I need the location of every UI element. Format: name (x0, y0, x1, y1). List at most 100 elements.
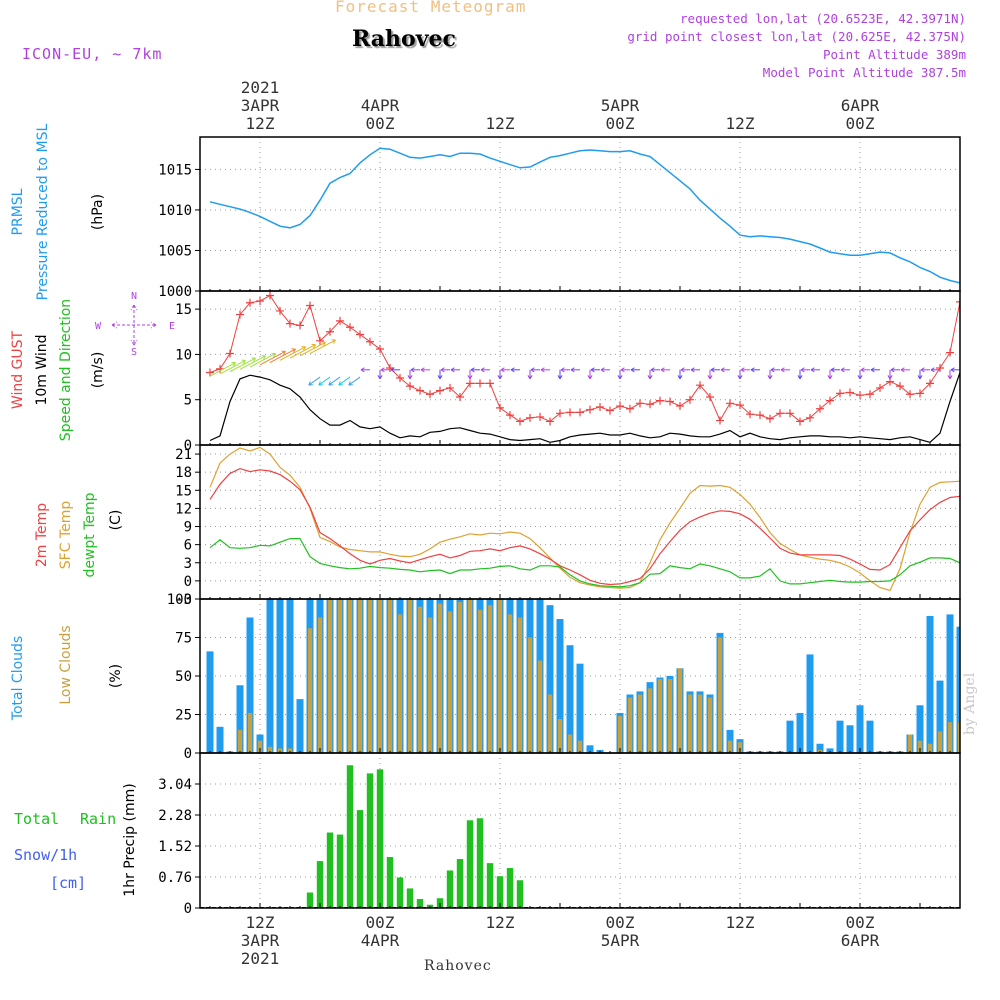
compass-e: E (169, 321, 175, 332)
wind-arrow-head (407, 375, 413, 380)
rain-bar (336, 834, 344, 908)
gust-point (626, 404, 634, 413)
low-cloud-bar (308, 628, 313, 753)
wind-arrow (289, 344, 316, 359)
wind-arrow-head (947, 375, 953, 380)
dewpt-label: dewpt Temp (82, 492, 98, 577)
total-clouds-label: Total Clouds (10, 636, 26, 721)
gust-point (356, 330, 364, 339)
rain-bar (476, 818, 484, 908)
wind-arrow-head (380, 367, 385, 373)
wind-arrow-head (291, 348, 296, 353)
wind-arrow-head (500, 367, 505, 373)
gust-point (316, 336, 324, 345)
prmsl-label: PRMSL (10, 188, 26, 235)
low-cloud-bar (948, 722, 953, 753)
gust-point (246, 298, 254, 307)
gust-point (206, 368, 214, 377)
gust-point (346, 323, 354, 332)
y-tick-label: 3 (184, 556, 192, 572)
gust-point (486, 379, 494, 388)
gust-point (556, 409, 564, 418)
wind-arrow-head (950, 367, 955, 373)
total-cloud-bar (246, 617, 254, 753)
low-cloud-bar (348, 599, 353, 753)
wind-label: 10m Wind (34, 334, 50, 405)
snow-label: Snow/1h (14, 846, 77, 864)
top-time-label: 3APR (241, 96, 280, 115)
gust-point (656, 396, 664, 405)
bottom-time-label: 6APR (841, 931, 880, 950)
product-title: Forecast Meteogram (335, 0, 527, 16)
low-cloud-bar (668, 679, 673, 753)
gust-point (906, 390, 914, 399)
gust-point (586, 405, 594, 414)
low-cloud-bar (248, 712, 253, 753)
low-cloud-bar (478, 609, 483, 753)
sfc-temp-line (209, 446, 960, 592)
wind-arrow-head (410, 367, 415, 373)
y-tick-label: 9 (184, 520, 192, 536)
rain-bar (456, 859, 464, 908)
low-cloud-bar (358, 599, 363, 753)
wind-arrow-head (750, 367, 755, 373)
low-cloud-bar (318, 617, 323, 753)
gust-point (686, 395, 694, 404)
total-cloud-bar (946, 614, 954, 753)
total-cloud-bar (296, 699, 304, 753)
y-tick-label: 12 (175, 501, 192, 517)
gust-point (876, 383, 884, 392)
low-cloud-bar (488, 605, 493, 753)
wind-arrow-head (767, 375, 773, 380)
panel-3-grid (200, 445, 960, 599)
wind-arrow-head (348, 381, 353, 386)
wind-arrow-head (420, 367, 425, 373)
gust-point (896, 382, 904, 391)
low-cloud-bar (958, 722, 960, 753)
wind-line (209, 372, 960, 443)
y-tick-label: 1015 (158, 162, 192, 178)
precip-axis-label: 1hr Precip (mm) (122, 783, 138, 896)
bottom-time-label: 5APR (601, 931, 640, 950)
gust-point (336, 316, 344, 325)
wind-arrow-head (870, 367, 875, 373)
wind-arrow-head (587, 375, 593, 380)
wind-arrow-head (720, 367, 725, 373)
gust-point (766, 414, 774, 423)
wind-arrow (328, 376, 341, 386)
wind-arrow-head (887, 375, 893, 380)
gust-point (276, 306, 284, 315)
wind-arrow-head (800, 367, 805, 373)
pressure-label: Pressure Reduced to MSL (35, 123, 51, 300)
c-unit: (C) (108, 510, 124, 531)
low-cloud-bar (438, 603, 443, 753)
wind-arrow-head (680, 367, 685, 373)
wind-arrow-head (620, 367, 625, 373)
gust-point (536, 412, 544, 421)
wind-arrow-head (271, 352, 276, 358)
wind-arrow-head (690, 367, 695, 373)
low-cloud-bar (678, 668, 683, 753)
wind-arrow-head (920, 367, 925, 373)
wind-arrow-head (308, 381, 313, 386)
temp2m-label: 2m Temp (34, 503, 50, 567)
low-cloud-bar (638, 694, 643, 753)
total-cloud-bar (206, 651, 214, 753)
panel-frame (199, 444, 961, 600)
hpa-unit: (hPa) (90, 194, 106, 230)
low-cloud-bar (278, 748, 283, 753)
wind-arrow-head (467, 375, 473, 380)
rain-bar (346, 765, 354, 908)
bottom-time-label: 4APR (361, 931, 400, 950)
wind-arrow-head (301, 346, 306, 351)
gust-point (796, 417, 804, 426)
gust-point (476, 379, 484, 388)
top-time-label: 4APR (361, 96, 400, 115)
wind-arrow (318, 376, 331, 386)
bottom-time-label: 2021 (241, 949, 280, 968)
wind-arrow-head (900, 367, 905, 373)
total-cloud-bar (796, 712, 804, 753)
cloud-plot (206, 599, 960, 753)
total-cloud-bar (926, 615, 934, 753)
wind-arrow (259, 350, 286, 366)
